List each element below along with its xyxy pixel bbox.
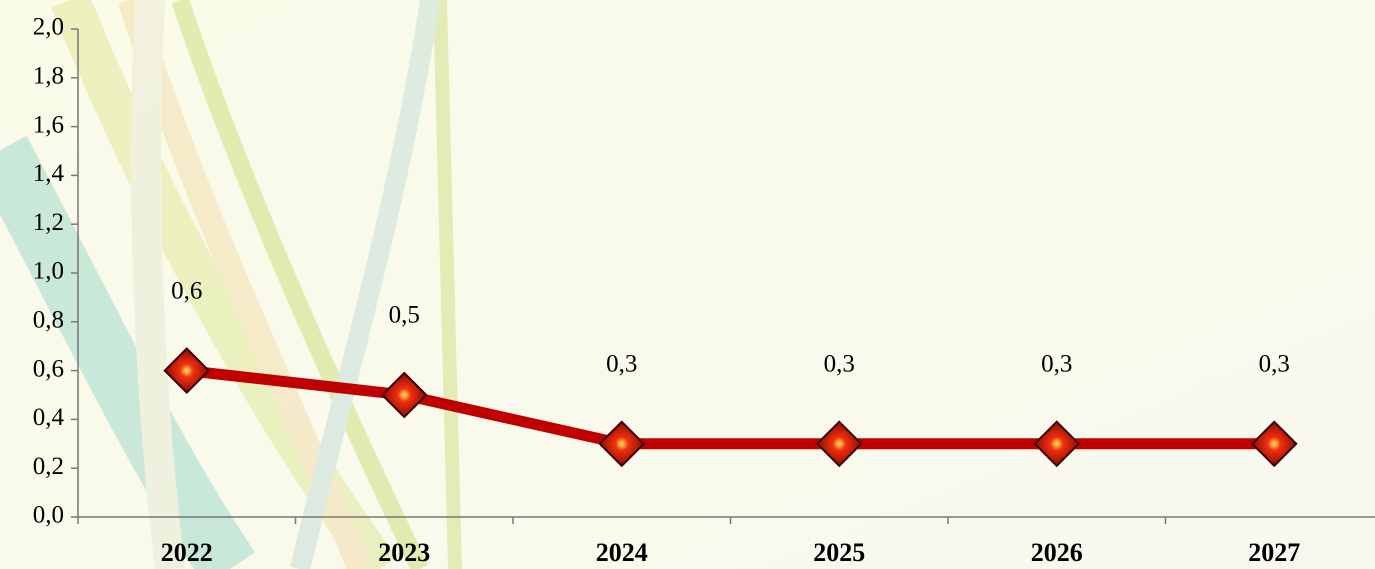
y-tick-label: 1,4 [33, 160, 65, 187]
data-label: 0,5 [389, 302, 420, 329]
data-label: 0,6 [171, 277, 202, 304]
x-tick-label: 2022 [161, 538, 213, 567]
data-label: 0,3 [606, 351, 637, 378]
y-tick-label: 1,2 [33, 209, 64, 236]
data-label: 0,3 [1259, 351, 1290, 378]
y-tick-label: 0,2 [33, 453, 64, 480]
y-tick-label: 2,0 [33, 14, 64, 41]
page: 0,0 0,2 0,4 0,6 0,8 1,0 1,2 1,4 1,6 1,8 2,0 2022 202… [0, 0, 1375, 569]
y-tick-label: 0,4 [33, 404, 65, 431]
x-tick-label: 2024 [596, 538, 648, 567]
y-tick-label: 1,8 [33, 63, 64, 90]
y-tick-label: 0,6 [33, 355, 64, 382]
data-label: 0,3 [824, 351, 855, 378]
chart: 0,0 0,2 0,4 0,6 0,8 1,0 1,2 1,4 1,6 1,8 2,0 2022 202… [0, 0, 1375, 569]
y-tick-label: 1,6 [33, 111, 64, 138]
x-tick-label: 2027 [1248, 538, 1300, 567]
y-tick-label: 0,8 [33, 307, 64, 334]
y-tick-label: 0,0 [33, 502, 64, 529]
data-label: 0,3 [1041, 351, 1072, 378]
x-tick-label: 2023 [378, 538, 430, 567]
x-tick-label: 2026 [1031, 538, 1083, 567]
x-tick-label: 2025 [813, 538, 865, 567]
y-tick-label: 1,0 [33, 258, 64, 285]
